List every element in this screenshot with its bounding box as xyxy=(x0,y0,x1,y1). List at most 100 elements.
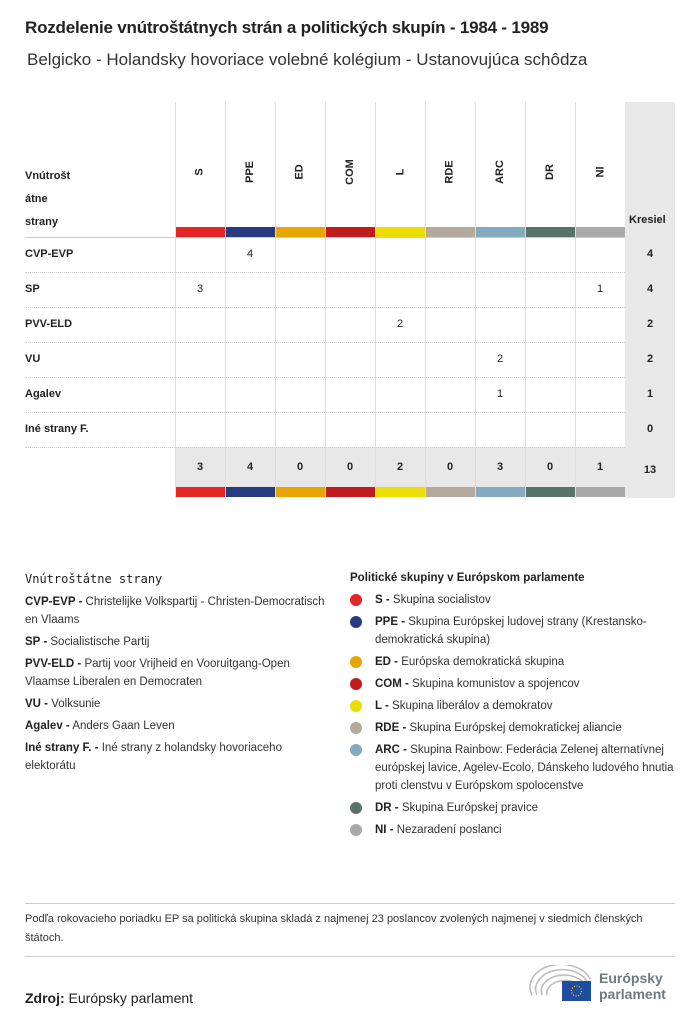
party-code: PVV-ELD - xyxy=(25,658,82,670)
group-name: Skupina komunistov a spojencov xyxy=(412,678,580,690)
seats-cell: 2 xyxy=(646,353,654,365)
column-divider xyxy=(425,102,426,498)
divider xyxy=(25,956,675,957)
party-code: CVP-EVP - xyxy=(25,596,83,608)
column-header-ed: ED xyxy=(275,122,325,222)
column-divider xyxy=(275,102,276,498)
group-color-bar xyxy=(476,227,525,237)
column-divider xyxy=(525,102,526,498)
row-rule xyxy=(25,342,625,343)
party-label: Agalev xyxy=(25,388,62,400)
group-color-bar xyxy=(276,227,325,237)
party-legend-item: CVP-EVP - Christelijke Volkspartij - Chr… xyxy=(25,593,325,629)
group-code: ED xyxy=(294,164,306,180)
column-header-rde: RDE xyxy=(425,122,475,222)
row-rule xyxy=(25,307,625,308)
seats-cell: 2 xyxy=(646,318,654,330)
total-seats-cell: 13 xyxy=(643,464,657,476)
group-legend-item: RDE - Skupina Európskej demokratickej al… xyxy=(350,719,680,737)
value-cell: 1 xyxy=(596,283,604,295)
group-legend-item: COM - Skupina komunistov a spojencov xyxy=(350,675,680,693)
group-name: Skupina Rainbow: Federácia Zelenej alter… xyxy=(375,744,674,792)
party-name: Anders Gaan Leven xyxy=(72,720,175,732)
party-code: Iné strany F. - xyxy=(25,742,99,754)
column-divider xyxy=(225,102,226,498)
group-legend-item: DR - Skupina Európskej pravice xyxy=(350,799,680,817)
party-legend-item: Iné strany F. - Iné strany z holandsky h… xyxy=(25,739,325,775)
party-label: CVP-EVP xyxy=(25,248,74,260)
footnote: Podľa rokovacieho poriadku EP sa politic… xyxy=(25,913,643,944)
value-cell: 2 xyxy=(396,318,404,330)
group-color-bar xyxy=(326,487,375,497)
column-header-arc: ARC xyxy=(475,122,525,222)
groups-legend: Politické skupiny v Európskom parlamente… xyxy=(350,572,680,843)
value-cell: 4 xyxy=(246,248,254,260)
party-legend-item: PVV-ELD - Partij voor Vrijheid en Voorui… xyxy=(25,655,325,691)
party-code: SP - xyxy=(25,636,48,648)
party-name: Volksunie xyxy=(51,698,101,710)
group-color-bar xyxy=(176,227,225,237)
group-color-bar xyxy=(376,227,425,237)
group-code: PPE xyxy=(243,160,256,184)
group-color-bar xyxy=(526,227,575,237)
totals-band xyxy=(175,447,625,487)
total-cell: 3 xyxy=(196,461,204,473)
row-header: Vnútrošt átne strany xyxy=(25,170,71,228)
column-divider xyxy=(175,102,176,498)
header-rule xyxy=(25,237,625,238)
logo-line2: parlament xyxy=(599,986,666,1002)
group-code: RDE xyxy=(443,160,456,184)
group-color-bar xyxy=(426,227,475,237)
seats-header: Kresiel xyxy=(629,214,666,226)
seats-cell: 1 xyxy=(646,388,654,400)
total-cell: 4 xyxy=(246,461,254,473)
party-label: Iné strany F. xyxy=(25,423,89,435)
group-name: Skupina Európskej ludovej strany (Kresta… xyxy=(375,616,647,646)
distribution-table: Vnútrošt átne strany Kresiel S 3 PPE 4 ED 0 CO… xyxy=(25,102,675,498)
total-cell: 1 xyxy=(596,461,604,473)
group-color-dot xyxy=(350,722,362,734)
group-color-bar xyxy=(226,227,275,237)
group-legend-item: ED - Európska demokratická skupina xyxy=(350,653,680,671)
group-color-dot xyxy=(350,656,362,668)
group-legend-item: L - Skupina liberálov a demokratov xyxy=(350,697,680,715)
group-name: Nezaradení poslanci xyxy=(396,824,502,836)
seats-cell: 4 xyxy=(646,248,654,260)
group-code: NI - xyxy=(375,824,394,836)
column-header-com: COM xyxy=(325,122,375,222)
group-color-bar xyxy=(276,487,325,497)
parties-legend: Vnútroštátne strany CVP-EVP - Christelij… xyxy=(25,572,325,779)
group-code: COM xyxy=(343,159,356,185)
column-header-s: S xyxy=(175,122,225,222)
group-code: DR - xyxy=(375,802,399,814)
group-name: Skupina liberálov a demokratov xyxy=(392,700,553,712)
group-code: ARC xyxy=(494,160,506,184)
group-color-dot xyxy=(350,802,362,814)
ep-logo: Európsky parlament xyxy=(528,963,678,1005)
group-color-bar xyxy=(426,487,475,497)
row-rule xyxy=(25,272,625,273)
total-cell: 0 xyxy=(346,461,354,473)
value-cell: 2 xyxy=(496,353,504,365)
group-color-dot xyxy=(350,616,362,628)
row-rule xyxy=(25,447,625,448)
source-value: Európsky parlament xyxy=(68,990,194,1006)
party-code: VU - xyxy=(25,698,48,710)
total-cell: 0 xyxy=(296,461,304,473)
party-label: PVV-ELD xyxy=(25,318,73,330)
logo-line1: Európsky xyxy=(599,970,663,986)
group-color-bar xyxy=(326,227,375,237)
group-code: ARC - xyxy=(375,744,407,756)
group-color-bar xyxy=(476,487,525,497)
party-legend-item: VU - Volksunie xyxy=(25,695,325,713)
group-color-bar xyxy=(576,487,625,497)
hemicycle-icon xyxy=(529,963,591,1001)
column-divider xyxy=(375,102,376,498)
party-name: Socialistische Partij xyxy=(50,636,150,648)
groups-legend-title: Politické skupiny v Európskom parlamente xyxy=(350,572,585,584)
group-color-bar xyxy=(376,487,425,497)
column-divider xyxy=(575,102,576,498)
row-rule xyxy=(25,412,625,413)
group-code: RDE - xyxy=(375,722,407,734)
group-code: NI xyxy=(594,166,606,178)
